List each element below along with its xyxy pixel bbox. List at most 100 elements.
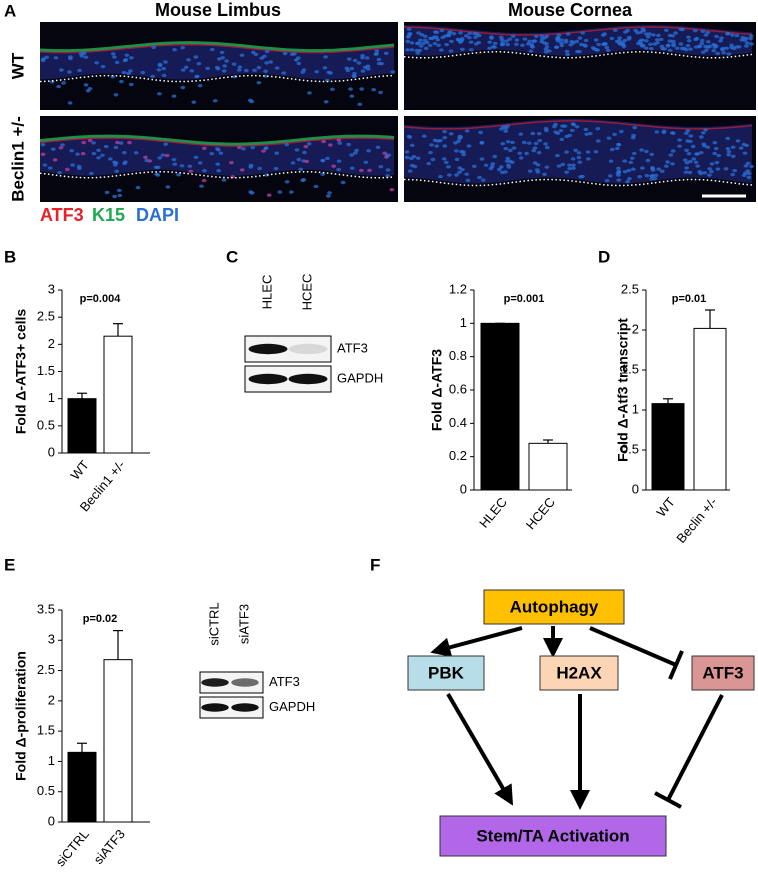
nucleus	[264, 61, 269, 65]
y-axis-label: Fold Δ-Atf3 transcript	[615, 318, 631, 462]
bar	[651, 403, 685, 491]
nucleus	[487, 46, 492, 50]
stain-legend: DAPI	[136, 205, 179, 225]
lane-label: siATF3	[236, 604, 251, 644]
nucleus	[405, 39, 411, 44]
nucleus	[216, 169, 222, 173]
nucleus	[684, 148, 689, 152]
nucleus	[604, 45, 610, 50]
nucleus	[521, 140, 527, 145]
nucleus	[237, 65, 243, 69]
nucleus	[576, 151, 582, 155]
nucleus	[505, 42, 511, 47]
nucleus	[292, 52, 297, 56]
nucleus	[268, 60, 273, 64]
nucleus	[360, 54, 365, 58]
nucleus	[535, 163, 541, 167]
nucleus	[622, 170, 628, 174]
nucleus	[659, 169, 665, 173]
nucleus	[183, 65, 189, 70]
nucleus	[263, 69, 268, 73]
nucleus	[296, 157, 302, 162]
nucleus	[571, 123, 577, 127]
nucleus	[511, 146, 517, 150]
nucleus	[723, 167, 729, 171]
nucleus	[151, 45, 157, 50]
nucleus	[461, 153, 467, 157]
nucleus	[533, 141, 539, 146]
nucleus	[627, 177, 632, 181]
nucleus	[248, 165, 254, 169]
nucleus	[514, 42, 519, 46]
node-label: ATF3	[702, 663, 743, 682]
nucleus	[661, 129, 667, 133]
nucleus	[273, 166, 279, 171]
nucleus	[564, 49, 570, 53]
nucleus	[677, 138, 682, 142]
nucleus	[686, 152, 692, 156]
nucleus	[201, 146, 207, 150]
nucleus	[457, 134, 463, 139]
nucleus	[476, 40, 482, 45]
nucleus	[741, 173, 747, 177]
y-tick-label: 0.4	[449, 415, 467, 430]
nucleus	[556, 164, 562, 168]
nucleus	[127, 140, 132, 145]
surface-layer	[39, 43, 395, 54]
nucleus	[209, 152, 215, 156]
nucleus	[256, 81, 262, 85]
nucleus	[468, 48, 474, 52]
nucleus	[241, 147, 246, 151]
basement-membrane	[39, 74, 395, 83]
x-tick-label: HCEC	[523, 494, 558, 532]
nucleus	[463, 34, 469, 38]
nucleus	[567, 167, 573, 171]
nucleus	[75, 152, 80, 156]
nucleus	[77, 68, 82, 73]
nucleus	[457, 170, 462, 174]
nucleus	[156, 68, 162, 72]
nucleus	[654, 130, 660, 134]
nucleus	[691, 157, 697, 161]
nucleus	[301, 178, 307, 182]
nucleus	[406, 27, 412, 31]
nucleus	[160, 153, 166, 157]
nucleus	[218, 151, 224, 155]
nucleus	[374, 49, 380, 53]
nucleus	[712, 151, 718, 156]
y-tick-label: 0	[460, 481, 467, 496]
panel-label: E	[4, 555, 15, 574]
nucleus	[363, 160, 369, 164]
y-tick-label: 2.5	[37, 309, 55, 324]
pathway-diagram: Autophagy PBK H2AX ATF3 Stem/TA Activati…	[407, 589, 755, 857]
node-box	[691, 655, 755, 691]
nucleus	[528, 49, 534, 53]
nucleus	[693, 37, 699, 42]
nucleus	[114, 169, 120, 173]
nucleus	[61, 81, 66, 85]
nucleus	[730, 172, 736, 177]
nucleus	[274, 66, 280, 70]
nucleus	[325, 156, 330, 161]
nucleus	[645, 35, 651, 39]
nucleus	[713, 146, 719, 151]
nucleus	[678, 42, 684, 46]
nucleus	[492, 154, 498, 159]
nucleus	[637, 175, 643, 179]
nucleus	[577, 160, 583, 164]
nucleus	[209, 47, 215, 52]
nucleus	[600, 33, 606, 37]
nucleus	[479, 157, 485, 161]
nucleus	[435, 38, 441, 42]
nucleus	[617, 36, 622, 40]
western-blots: HLEC HCEC ATF3 GAPDH siCTRL siATF3 ATF3 GAPDH	[199, 274, 383, 719]
nucleus	[222, 64, 228, 68]
nucleus	[507, 148, 513, 153]
nucleus	[294, 148, 300, 152]
nucleus	[324, 78, 330, 83]
nucleus	[705, 145, 711, 149]
nucleus	[239, 53, 245, 57]
nucleus	[42, 163, 48, 167]
nucleus	[349, 94, 355, 98]
nucleus	[352, 151, 358, 155]
